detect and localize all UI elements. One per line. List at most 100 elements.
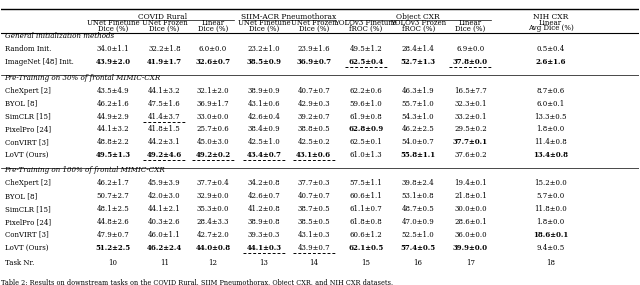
Text: 49.2±0.2: 49.2±0.2 <box>195 151 230 159</box>
Text: Task Nr.: Task Nr. <box>4 259 34 267</box>
Text: 13.3±0.5: 13.3±0.5 <box>534 113 567 121</box>
Text: 48.8±2.2: 48.8±2.2 <box>97 138 129 146</box>
Text: 14: 14 <box>309 259 318 267</box>
Text: 11: 11 <box>160 259 169 267</box>
Text: 15.2±0.0: 15.2±0.0 <box>534 179 567 187</box>
Text: 32.2±1.8: 32.2±1.8 <box>148 45 181 53</box>
Text: 37.7±0.1: 37.7±0.1 <box>453 138 488 146</box>
Text: 62.2±0.6: 62.2±0.6 <box>349 87 382 95</box>
Text: 10: 10 <box>108 259 117 267</box>
Text: 32.6±0.7: 32.6±0.7 <box>195 58 230 66</box>
Text: 61.0±1.3: 61.0±1.3 <box>349 151 382 159</box>
Text: 34.0±1.1: 34.0±1.1 <box>97 45 129 53</box>
Text: 46.0±1.1: 46.0±1.1 <box>148 231 181 239</box>
Text: 55.7±1.0: 55.7±1.0 <box>402 100 435 108</box>
Text: 6.0±0.0: 6.0±0.0 <box>199 45 227 53</box>
Text: Dice (%): Dice (%) <box>298 25 329 32</box>
Text: 16: 16 <box>413 259 422 267</box>
Text: CheXpert [2]: CheXpert [2] <box>4 179 51 187</box>
Text: 61.8±0.8: 61.8±0.8 <box>349 218 382 226</box>
Text: 32.1±2.0: 32.1±2.0 <box>196 87 229 95</box>
Text: 49.5±1.3: 49.5±1.3 <box>95 151 131 159</box>
Text: 28.4±3.3: 28.4±3.3 <box>196 218 229 226</box>
Text: 33.0±0.0: 33.0±0.0 <box>196 113 229 121</box>
Text: 41.9±1.7: 41.9±1.7 <box>147 58 182 66</box>
Text: ConVIRT [3]: ConVIRT [3] <box>4 231 49 239</box>
Text: Dice (%): Dice (%) <box>455 25 486 32</box>
Text: Dice (%): Dice (%) <box>149 25 180 32</box>
Text: 57.4±0.5: 57.4±0.5 <box>401 244 436 252</box>
Text: 29.5±0.2: 29.5±0.2 <box>454 125 487 133</box>
Text: 1.8±0.0: 1.8±0.0 <box>536 218 564 226</box>
Text: 39.9±0.0: 39.9±0.0 <box>453 244 488 252</box>
Text: 62.5±0.1: 62.5±0.1 <box>349 138 382 146</box>
Text: 34.2±0.8: 34.2±0.8 <box>248 179 280 187</box>
Text: 49.5±1.2: 49.5±1.2 <box>349 45 382 53</box>
Text: Linear: Linear <box>202 19 225 27</box>
Text: 40.7±0.7: 40.7±0.7 <box>297 87 330 95</box>
Text: 48.1±2.5: 48.1±2.5 <box>97 205 129 213</box>
Text: SimCLR [15]: SimCLR [15] <box>4 113 51 121</box>
Text: 36.0±0.0: 36.0±0.0 <box>454 231 486 239</box>
Text: 36.9±1.7: 36.9±1.7 <box>196 100 229 108</box>
Text: 40.3±2.6: 40.3±2.6 <box>148 218 181 226</box>
Text: 47.5±1.6: 47.5±1.6 <box>148 100 181 108</box>
Text: 12: 12 <box>209 259 218 267</box>
Text: 39.8±2.4: 39.8±2.4 <box>402 179 435 187</box>
Text: 18.6±0.1: 18.6±0.1 <box>533 231 568 239</box>
Text: 42.6±0.7: 42.6±0.7 <box>248 192 280 200</box>
Text: 44.0±0.8: 44.0±0.8 <box>195 244 230 252</box>
Text: 44.1±0.3: 44.1±0.3 <box>246 244 282 252</box>
Text: Avg Dice (%): Avg Dice (%) <box>528 25 573 32</box>
Text: 37.8±0.0: 37.8±0.0 <box>453 58 488 66</box>
Text: CheXpert [2]: CheXpert [2] <box>4 87 51 95</box>
Text: 55.8±1.1: 55.8±1.1 <box>401 151 436 159</box>
Text: 46.2±2.4: 46.2±2.4 <box>147 244 182 252</box>
Text: 44.1±3.2: 44.1±3.2 <box>97 125 129 133</box>
Text: 44.1±3.2: 44.1±3.2 <box>148 87 181 95</box>
Text: 38.4±0.9: 38.4±0.9 <box>248 125 280 133</box>
Text: 43.9±2.0: 43.9±2.0 <box>95 58 131 66</box>
Text: fROC (%): fROC (%) <box>349 25 383 32</box>
Text: 35.3±0.0: 35.3±0.0 <box>196 205 229 213</box>
Text: 39.2±0.7: 39.2±0.7 <box>298 113 330 121</box>
Text: 46.2±2.5: 46.2±2.5 <box>402 125 435 133</box>
Text: 17: 17 <box>466 259 475 267</box>
Text: 37.7±0.3: 37.7±0.3 <box>298 179 330 187</box>
Text: 42.7±2.0: 42.7±2.0 <box>196 231 229 239</box>
Text: 61.1±0.7: 61.1±0.7 <box>349 205 382 213</box>
Text: Linear: Linear <box>539 19 562 27</box>
Text: 28.4±1.4: 28.4±1.4 <box>402 45 435 53</box>
Text: 46.3±1.9: 46.3±1.9 <box>402 87 435 95</box>
Text: 32.9±0.0: 32.9±0.0 <box>196 192 229 200</box>
Text: COVID Rural: COVID Rural <box>138 13 188 21</box>
Text: 8.7±0.6: 8.7±0.6 <box>536 87 564 95</box>
Text: 2.6±1.6: 2.6±1.6 <box>536 58 566 66</box>
Text: 43.1±0.3: 43.1±0.3 <box>298 231 330 239</box>
Text: 41.8±1.5: 41.8±1.5 <box>148 125 181 133</box>
Text: 53.1±0.8: 53.1±0.8 <box>402 192 435 200</box>
Text: 45.0±3.0: 45.0±3.0 <box>196 138 229 146</box>
Text: 60.6±1.2: 60.6±1.2 <box>349 231 382 239</box>
Text: 61.9±0.8: 61.9±0.8 <box>349 113 382 121</box>
Text: 28.6±0.1: 28.6±0.1 <box>454 218 487 226</box>
Text: UNet Finetune: UNet Finetune <box>237 19 290 27</box>
Text: LoVT (Ours): LoVT (Ours) <box>4 244 48 252</box>
Text: 23.9±1.6: 23.9±1.6 <box>298 45 330 53</box>
Text: Random Init.: Random Init. <box>4 45 51 53</box>
Text: BYOL [8]: BYOL [8] <box>4 192 37 200</box>
Text: 42.6±0.4: 42.6±0.4 <box>248 113 280 121</box>
Text: SimCLR [15]: SimCLR [15] <box>4 205 51 213</box>
Text: YOLOv3 Finetune: YOLOv3 Finetune <box>334 19 397 27</box>
Text: Dice (%): Dice (%) <box>98 25 128 32</box>
Text: 47.0±0.9: 47.0±0.9 <box>402 218 435 226</box>
Text: 52.7±1.3: 52.7±1.3 <box>401 58 436 66</box>
Text: 48.7±0.5: 48.7±0.5 <box>402 205 435 213</box>
Text: 18: 18 <box>546 259 555 267</box>
Text: 44.8±2.6: 44.8±2.6 <box>97 218 129 226</box>
Text: 50.7±2.7: 50.7±2.7 <box>97 192 129 200</box>
Text: YOLOv3 Frozen: YOLOv3 Frozen <box>390 19 446 27</box>
Text: 51.2±2.5: 51.2±2.5 <box>95 244 131 252</box>
Text: 16.5±7.7: 16.5±7.7 <box>454 87 487 95</box>
Text: 21.8±0.1: 21.8±0.1 <box>454 192 487 200</box>
